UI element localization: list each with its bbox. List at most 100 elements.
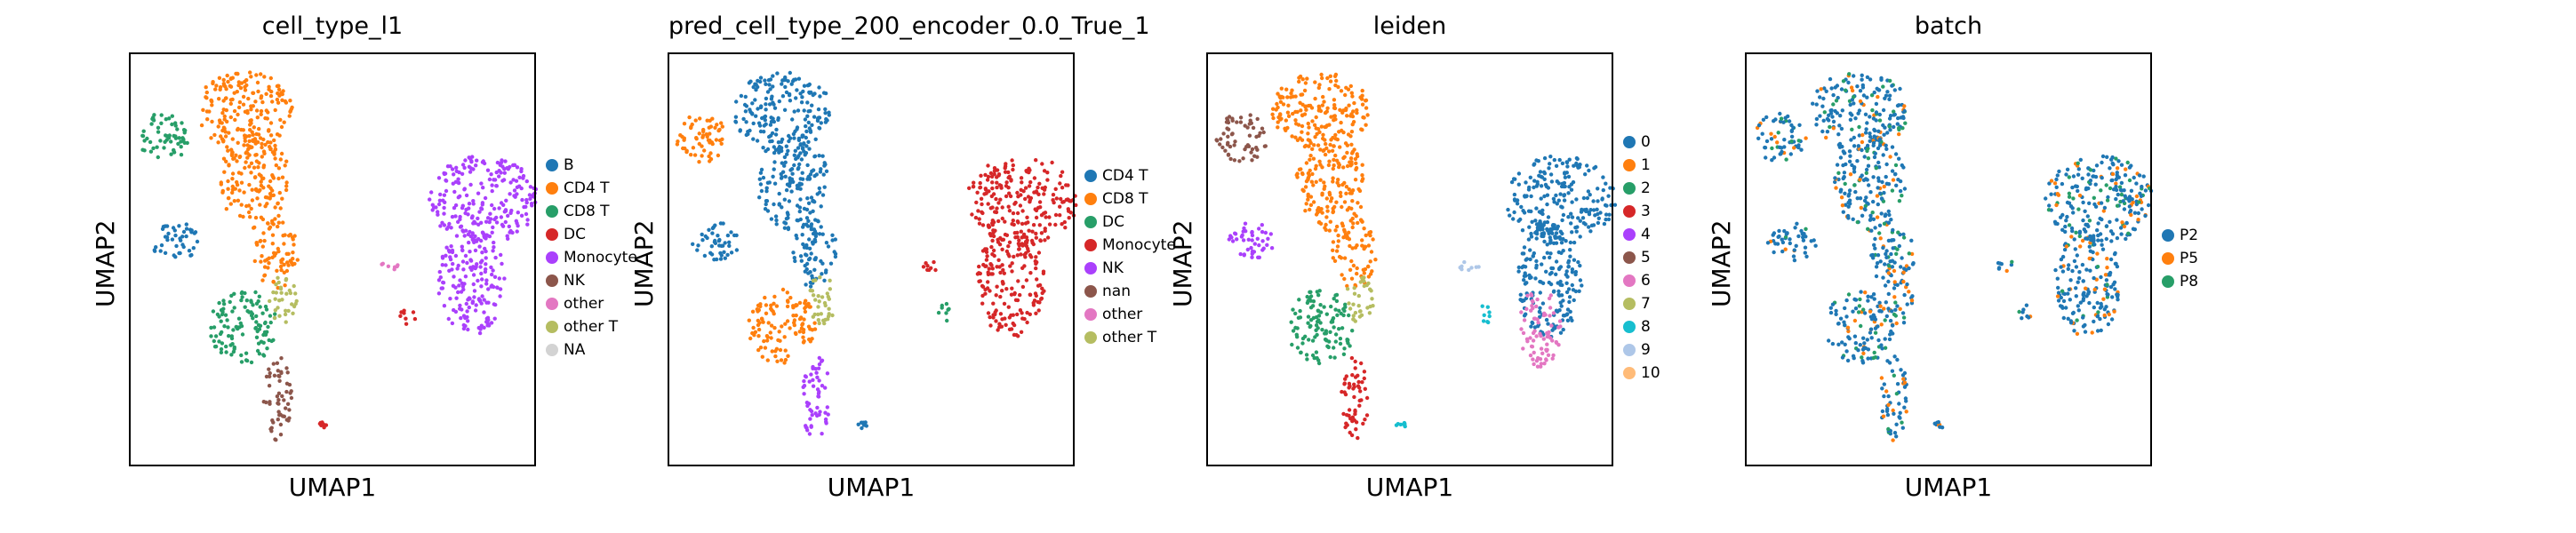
scatter-point-right_blob-988	[1016, 279, 1020, 283]
scatter-point-top_stream-282	[1344, 185, 1349, 189]
scatter-point-right_blob-887	[1031, 223, 1036, 227]
scatter-point-mid_lower-601	[1890, 323, 1895, 328]
scatter-point-top_stream-147	[1860, 73, 1864, 78]
scatter-point-mid_bright-635	[274, 282, 278, 287]
scatter-point-mid_lower-565	[791, 306, 796, 310]
scatter-point-right_blob-911	[979, 196, 984, 201]
scatter-point-mid_lower-593	[783, 348, 788, 353]
scatter-point-top_stream-125	[245, 108, 250, 114]
scatter-point-top_stream-64	[1887, 116, 1892, 121]
scatter-point-top_left_blob-432	[1769, 131, 1773, 136]
scatter-point-top_stream-170	[228, 76, 234, 81]
scatter-point-right_blob-1038	[990, 266, 995, 271]
scatter-point-mid_lower-562	[1316, 293, 1321, 298]
scatter-point-mid_lower-593	[1859, 323, 1863, 329]
scatter-point-right_blob-959	[500, 261, 504, 266]
scatter-point-top_stream-60	[771, 100, 775, 105]
scatter-point-top_stream-220	[798, 142, 803, 147]
scatter-point-mid_lower-536	[1333, 307, 1338, 312]
scatter-point-right_blob-930	[998, 197, 1003, 202]
scatter-point-left_mid-505	[1241, 238, 1246, 243]
scatter-point-top_left_blob-441	[687, 115, 692, 120]
scatter-point-top_stream-113	[1865, 95, 1869, 99]
scatter-point-right_blob-1030	[980, 284, 986, 289]
scatter-point-right_blob-917	[515, 185, 520, 189]
scatter-point-top_stream-173	[1895, 103, 1900, 108]
scatter-point-top_left_blob-450	[159, 121, 164, 125]
scatter-point-top_stream-394	[1881, 275, 1885, 280]
scatter-point-top_stream-139	[1316, 127, 1321, 131]
scatter-point-right_blob-918	[1034, 215, 1039, 220]
scatter-point-lower_tail-687	[815, 413, 820, 418]
scatter-point-top_stream-326	[759, 167, 764, 172]
scatter-point-left_mid-490	[1780, 237, 1784, 242]
scatter-point-top_stream-258	[1848, 172, 1853, 177]
scatter-point-top_stream-69	[1355, 110, 1359, 115]
scatter-point-right_blob-780	[442, 193, 447, 197]
legend-item: P5	[2162, 247, 2198, 270]
scatter-point-right_blob-902	[443, 200, 447, 204]
scatter-point-right_blob-1080	[478, 265, 483, 269]
scatter-point-left_mid-465	[1791, 254, 1796, 259]
scatter-point-right_blob-911	[2126, 231, 2131, 235]
scatter-point-top_stream-309	[1330, 148, 1335, 153]
scatter-point-tiny_bottom-1118	[856, 422, 860, 426]
scatter-point-top_stream-1	[795, 88, 799, 92]
scatter-point-right_blob-1062	[477, 244, 482, 249]
scatter-point-top_stream-273	[1865, 178, 1869, 182]
scatter-point-top_stream-363	[1900, 256, 1904, 260]
legend-label: NA	[564, 341, 586, 359]
scatter-point-left_mid-493	[1771, 233, 1775, 237]
scatter-point-top_stream-176	[1351, 120, 1356, 124]
scatter-point-mid_lower-566	[756, 347, 761, 353]
scatter-point-top_left_blob-419	[1223, 148, 1228, 153]
scatter-point-top_stream-65	[1297, 76, 1301, 80]
scatter-point-top_stream-284	[1843, 151, 1847, 155]
scatter-point-right_blob-995	[977, 264, 981, 269]
scatter-point-top_stream-102	[1896, 115, 1900, 121]
scatter-point-lower_tail-670	[1363, 418, 1367, 422]
scatter-point-top_left_blob-463	[1226, 118, 1230, 123]
scatter-point-top_stream-288	[772, 181, 778, 186]
scatter-point-mid_bright-654	[816, 318, 820, 322]
scatter-point-right_blob-778	[1042, 192, 1046, 196]
legend-label: P8	[2180, 273, 2199, 290]
scatter-point-lower_tail-708	[279, 370, 284, 374]
scatter-point-right_blob-951	[1019, 330, 1024, 334]
scatter-point-right_blob-1050	[1548, 235, 1552, 240]
legend-marker-icon	[1084, 216, 1097, 228]
scatter-point-right_blob-851	[2067, 201, 2072, 205]
scatter-point-mid_bright-646	[280, 298, 284, 302]
scatter-point-top_stream-219	[772, 167, 776, 171]
scatter-point-right_blob-1094	[2095, 251, 2100, 256]
scatter-point-mid_lower-585	[1866, 298, 1870, 303]
scatter-point-right_blob-798	[1512, 192, 1517, 197]
scatter-point-right_blob-922	[2088, 168, 2093, 172]
scatter-point-top_stream-291	[271, 176, 276, 180]
scatter-point-mid_bright-626	[1356, 293, 1361, 298]
scatter-point-right_blob-982	[2059, 265, 2063, 269]
scatter-point-top_stream-330	[229, 152, 235, 156]
scatter-point-right_blob-923	[1539, 196, 1543, 201]
scatter-point-mid_lower-532	[764, 311, 769, 315]
scatter-point-right_tail-1164	[1539, 362, 1544, 366]
scatter-point-right_blob-837	[2047, 203, 2052, 208]
legend-label: DC	[564, 226, 586, 243]
scatter-point-top_stream-187	[276, 213, 281, 219]
scatter-point-top_stream-349	[1331, 248, 1335, 252]
scatter-point-mid_bright-639	[293, 291, 298, 296]
scatter-point-top_stream-399	[832, 250, 836, 254]
scatter-point-top_stream-266	[1834, 186, 1838, 190]
scatter-point-right_blob-963	[1541, 231, 1546, 235]
scatter-point-left_mid-508	[1773, 242, 1778, 246]
scatter-point-right_blob-739	[980, 223, 986, 227]
scatter-point-right_blob-748	[485, 216, 491, 220]
scatter-point-right_blob-1009	[2082, 290, 2086, 295]
scatter-point-mid_lower-548	[261, 332, 266, 338]
panel-leiden: leiden UMAP1 UMAP2 0 1 2 3 4 5 6 7 8 9 10	[1168, 0, 1794, 533]
scatter-point-mid_bright-623	[1347, 301, 1351, 306]
scatter-point-top_stream-101	[276, 91, 280, 96]
scatter-point-top_stream-404	[1368, 272, 1373, 276]
scatter-point-top_stream-238	[1897, 156, 1901, 161]
scatter-point-right_blob-978	[484, 262, 488, 266]
